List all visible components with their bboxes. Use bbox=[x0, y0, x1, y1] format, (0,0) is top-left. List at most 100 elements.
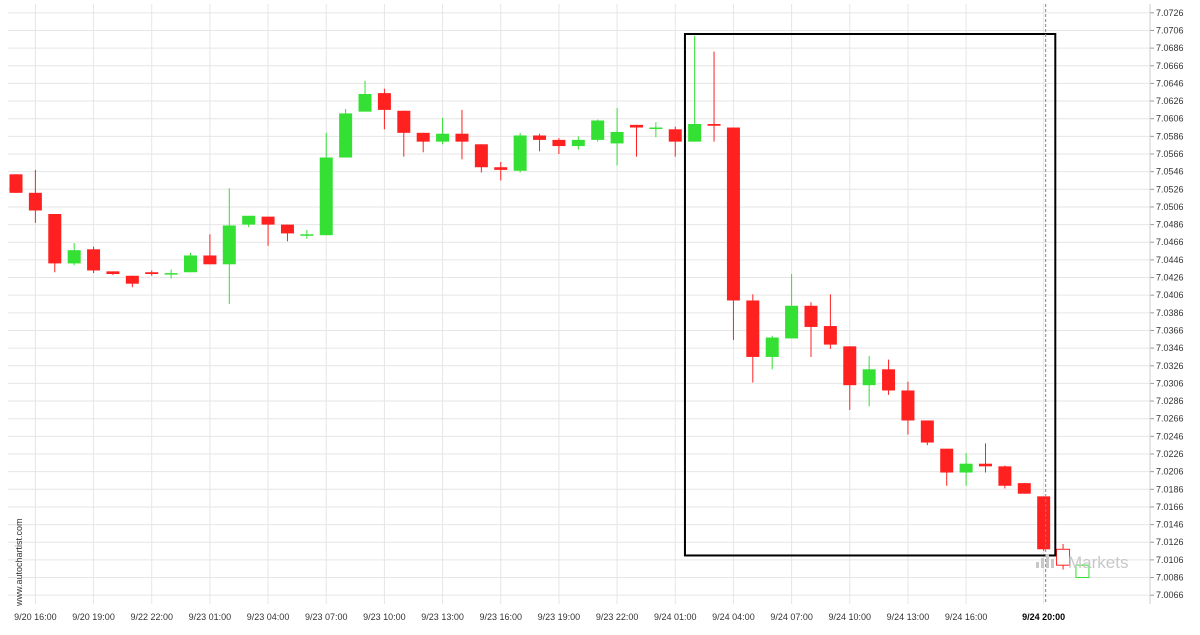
candle-body bbox=[67, 250, 81, 264]
candle-body bbox=[87, 249, 101, 271]
candle-body bbox=[242, 215, 256, 225]
candle bbox=[222, 188, 236, 304]
x-tick-label: 9/24 13:00 bbox=[887, 612, 930, 622]
x-tick-label: 9/20 16:00 bbox=[14, 612, 57, 622]
candle bbox=[765, 335, 779, 370]
candle-body bbox=[959, 463, 973, 473]
candle-body bbox=[882, 369, 896, 391]
y-tick-label: 7.0346 bbox=[1156, 343, 1184, 353]
candle-body bbox=[610, 131, 624, 144]
forecast-candle bbox=[1075, 564, 1090, 579]
candle-body bbox=[377, 93, 391, 110]
candle bbox=[552, 138, 566, 154]
candle bbox=[474, 144, 488, 173]
candle-body bbox=[1037, 496, 1051, 550]
candle bbox=[242, 215, 256, 228]
y-tick-label: 7.0286 bbox=[1156, 396, 1184, 406]
y-tick-label: 7.0186 bbox=[1156, 484, 1184, 494]
y-tick-label: 7.0646 bbox=[1156, 78, 1184, 88]
candle-body bbox=[1056, 548, 1071, 566]
brand-logo: Markets bbox=[1036, 553, 1128, 572]
candle-body bbox=[222, 225, 236, 265]
candle bbox=[28, 169, 42, 223]
candle bbox=[843, 346, 857, 410]
candle-body bbox=[1075, 564, 1090, 579]
overlay-layer bbox=[683, 4, 1057, 604]
candle-body bbox=[358, 94, 372, 112]
candle bbox=[513, 132, 527, 173]
candle bbox=[261, 216, 275, 246]
candle bbox=[591, 119, 605, 142]
candle bbox=[145, 270, 159, 276]
brand-name: Markets bbox=[1068, 553, 1128, 572]
candle bbox=[416, 132, 430, 153]
y-tick-label: 7.0486 bbox=[1156, 220, 1184, 230]
y-tick-label: 7.0406 bbox=[1156, 290, 1184, 300]
x-tick-label: 9/23 10:00 bbox=[363, 612, 406, 622]
x-tick-label: 9/23 16:00 bbox=[479, 612, 522, 622]
y-tick-label: 7.0686 bbox=[1156, 43, 1184, 53]
candle bbox=[280, 224, 294, 242]
candle bbox=[319, 132, 333, 236]
candle-body bbox=[979, 463, 992, 467]
candle bbox=[920, 420, 934, 446]
candle-body bbox=[629, 124, 643, 128]
candle-body bbox=[9, 174, 23, 193]
candle bbox=[901, 381, 915, 435]
candle bbox=[998, 465, 1012, 489]
x-tick-label: 9/24 07:00 bbox=[770, 612, 813, 622]
y-tick-label: 7.0606 bbox=[1156, 114, 1184, 124]
candle bbox=[533, 133, 547, 152]
candle-body bbox=[552, 139, 566, 147]
x-tick-label: 9/23 13:00 bbox=[421, 612, 464, 622]
y-tick-label: 7.0086 bbox=[1156, 573, 1184, 583]
y-tick-label: 7.0626 bbox=[1156, 96, 1184, 106]
candle-body bbox=[145, 272, 159, 274]
candle-body bbox=[726, 127, 740, 301]
candle bbox=[9, 174, 23, 193]
candle bbox=[436, 117, 450, 145]
candle bbox=[882, 359, 896, 395]
y-tick-label: 7.0266 bbox=[1156, 414, 1184, 424]
candle bbox=[785, 274, 799, 339]
candle bbox=[1037, 496, 1051, 552]
y-tick-label: 7.0126 bbox=[1156, 537, 1184, 547]
x-tick-label: 9/23 07:00 bbox=[305, 612, 348, 622]
forecast-candle bbox=[1056, 544, 1071, 570]
candle-body bbox=[261, 216, 275, 225]
candle-body bbox=[203, 255, 217, 265]
candle bbox=[804, 302, 818, 357]
candle bbox=[979, 443, 992, 473]
y-tick-label: 7.0446 bbox=[1156, 255, 1184, 265]
candle-body bbox=[571, 139, 585, 147]
candle bbox=[629, 124, 643, 157]
y-tick-label: 7.0426 bbox=[1156, 273, 1184, 283]
y-tick-label: 7.0246 bbox=[1156, 431, 1184, 441]
candle bbox=[377, 88, 391, 130]
pattern-box bbox=[683, 33, 1057, 557]
candle bbox=[940, 448, 954, 486]
candle bbox=[184, 252, 198, 273]
x-tick-label: 9/23 19:00 bbox=[538, 612, 581, 622]
candle bbox=[649, 122, 663, 138]
candle bbox=[164, 269, 178, 279]
candle bbox=[823, 294, 837, 349]
y-tick-label: 7.0066 bbox=[1156, 590, 1184, 600]
x-tick-label: 9/24 04:00 bbox=[712, 612, 755, 622]
y-tick-label: 7.0166 bbox=[1156, 502, 1184, 512]
candle-body bbox=[494, 167, 508, 170]
candle-body bbox=[823, 326, 837, 345]
candle-body bbox=[901, 390, 915, 421]
candle bbox=[571, 136, 585, 150]
y-tick-label: 7.0506 bbox=[1156, 202, 1184, 212]
candle-body bbox=[474, 144, 488, 168]
y-tick-label: 7.0706 bbox=[1156, 25, 1184, 35]
y-tick-label: 7.0106 bbox=[1156, 555, 1184, 565]
y-tick-label: 7.0386 bbox=[1156, 308, 1184, 318]
y-tick-label: 7.0666 bbox=[1156, 61, 1184, 71]
candle-body bbox=[28, 192, 42, 211]
candle bbox=[87, 246, 101, 274]
candle-body bbox=[843, 346, 857, 386]
